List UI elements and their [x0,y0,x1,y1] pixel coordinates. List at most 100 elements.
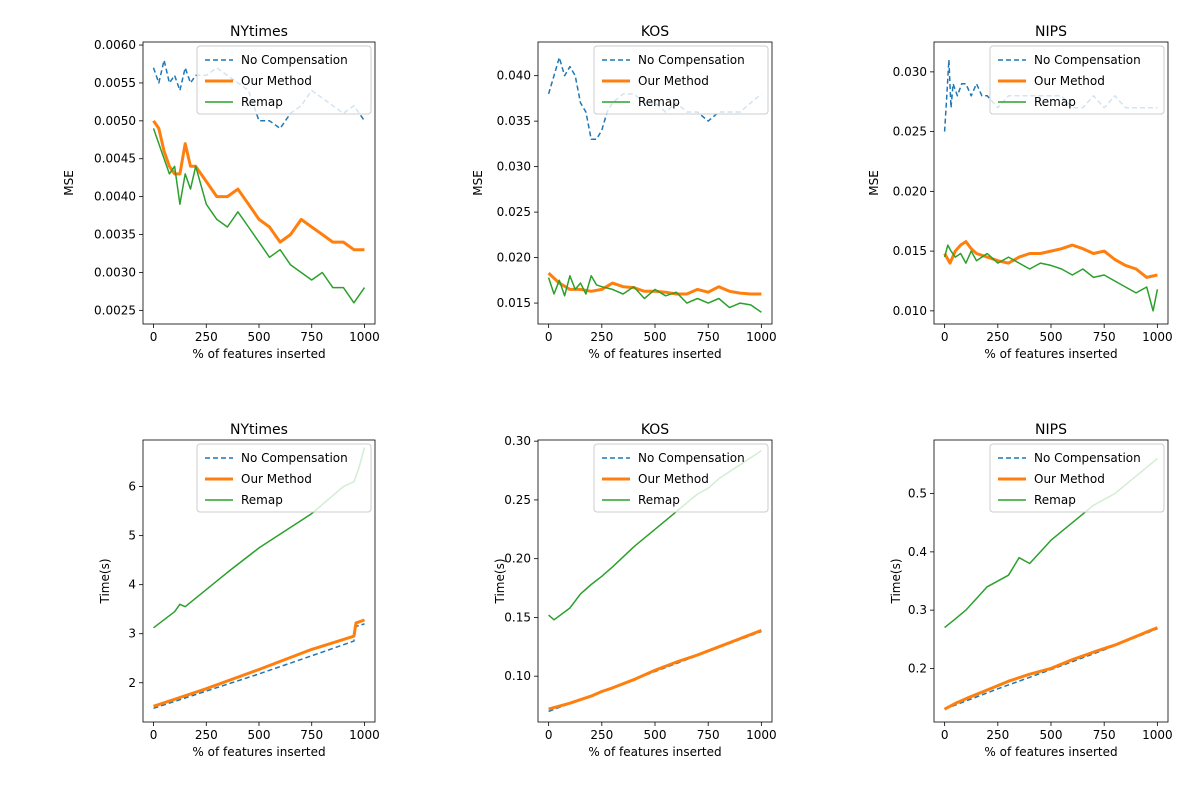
x-tick-label: 1000 [746,330,777,344]
x-tick-label: 1000 [1142,728,1173,742]
chart-panel-3: NIPS 0 250 500 750 1000 0.010 0.015 0.020 0.025 0.… [867,24,1173,361]
legend: No Compensation Our Method Remap [196,45,372,115]
x-tick-label: 500 [248,330,271,344]
y-tick-label: 0.015 [497,296,531,310]
legend-label-our-method: Our Method [241,472,312,486]
y-tick-label: 0.0055 [94,76,136,90]
y-tick-label: 2 [128,676,136,690]
x-axis-label: % of features inserted [984,347,1117,361]
chart-panel-1: NYtimes 0 250 500 750 1000 0.0025 0.0030 0.0035 0… [62,24,380,361]
y-tick-label: 0.20 [504,552,531,566]
series-line-our-method [152,119,365,252]
x-tick-label: 750 [1093,728,1116,742]
series-line-our-method [548,629,762,711]
legend-label-remap: Remap [1034,95,1076,109]
x-tick-label: 500 [1040,728,1063,742]
legend-label-no-compensation: No Compensation [638,451,745,465]
x-tick-label: 1000 [349,330,380,344]
chart-panel-5: KOS 0 250 500 750 1000 0.10 0.15 0.20 0.25 0.30 % o… [493,422,777,759]
legend-label-no-compensation: No Compensation [1034,53,1141,67]
y-axis-label: Time(s) [889,559,903,605]
y-tick-label: 0.0040 [94,190,136,204]
y-tick-label: 0.2 [908,661,927,675]
y-tick-label: 0.035 [497,114,531,128]
legend: No Compensation Our Method Remap [989,45,1165,115]
x-tick-label: 0 [941,728,949,742]
legend-label-our-method: Our Method [241,74,312,88]
x-axis-label: % of features inserted [192,347,325,361]
chart-title: NYtimes [230,24,288,40]
x-tick-label: 750 [697,330,720,344]
series-line-our-method [943,240,1158,279]
legend-label-no-compensation: No Compensation [1034,451,1141,465]
x-tick-label: 250 [590,728,613,742]
x-tick-label: 750 [1093,330,1116,344]
legend-label-no-compensation: No Compensation [638,53,745,67]
y-tick-label: 0.030 [893,65,927,79]
series-line-remap [152,128,366,304]
x-tick-label: 0 [545,330,553,344]
y-tick-label: 6 [128,480,136,494]
y-tick-label: 0.020 [497,251,531,265]
legend-label-our-method: Our Method [1034,74,1105,88]
y-tick-label: 5 [128,529,136,543]
legend: No Compensation Our Method Remap [989,443,1165,513]
x-tick-label: 1000 [349,728,380,742]
y-axis-label: Time(s) [493,559,507,605]
chart-title: KOS [641,422,669,438]
y-tick-label: 0.0050 [94,114,136,128]
y-tick-label: 0.020 [893,184,927,198]
series-line-our-method [153,618,365,708]
x-tick-label: 500 [644,330,667,344]
x-tick-label: 0 [150,728,158,742]
legend-label-no-compensation: No Compensation [241,53,348,67]
y-tick-label: 0.0030 [94,265,136,279]
legend-label-no-compensation: No Compensation [241,451,348,465]
y-tick-label: 0.0060 [94,38,136,52]
legend-box [593,45,769,115]
x-tick-label: 250 [986,728,1009,742]
y-tick-label: 0.30 [504,434,531,448]
x-tick-label: 0 [150,330,158,344]
y-tick-label: 4 [128,578,136,592]
y-tick-label: 0.25 [504,493,531,507]
y-tick-label: 0.4 [908,545,927,559]
x-tick-label: 250 [986,330,1009,344]
x-tick-label: 500 [644,728,667,742]
x-tick-label: 250 [195,728,218,742]
series-line-our-method [943,626,1158,711]
legend-box [989,443,1165,513]
x-tick-label: 500 [1040,330,1063,344]
x-tick-label: 250 [195,330,218,344]
y-axis-label: MSE [62,170,76,196]
y-tick-label: 0.025 [497,205,531,219]
legend-label-our-method: Our Method [1034,472,1105,486]
legend-box [196,443,372,513]
legend-label-our-method: Our Method [638,74,709,88]
chart-title: NYtimes [230,422,288,438]
series-line-remap [547,275,762,313]
legend-label-remap: Remap [241,493,283,507]
legend-label-our-method: Our Method [638,472,709,486]
y-axis-label: Time(s) [98,559,112,605]
y-tick-label: 0.010 [893,304,927,318]
legend: No Compensation Our Method Remap [593,443,769,513]
y-tick-label: 0.10 [504,669,531,683]
x-tick-label: 750 [300,330,323,344]
chart-panel-4: NYtimes 0 250 500 750 1000 2 3 4 5 6 % of features … [98,422,380,759]
legend-label-remap: Remap [241,95,283,109]
legend: No Compensation Our Method Remap [593,45,769,115]
y-tick-label: 3 [128,627,136,641]
y-tick-label: 0.025 [893,125,927,139]
legend: No Compensation Our Method Remap [196,443,372,513]
y-tick-label: 0.015 [893,244,927,258]
chart-panel-2: KOS 0 250 500 750 1000 0.015 0.020 0.025 0.030 0.0… [471,24,777,361]
x-tick-label: 750 [697,728,720,742]
legend-label-remap: Remap [1034,493,1076,507]
chart-title: KOS [641,24,669,40]
x-axis-label: % of features inserted [588,745,721,759]
series-line-remap [943,244,1159,312]
legend-box [989,45,1165,115]
y-axis-label: MSE [867,170,881,196]
